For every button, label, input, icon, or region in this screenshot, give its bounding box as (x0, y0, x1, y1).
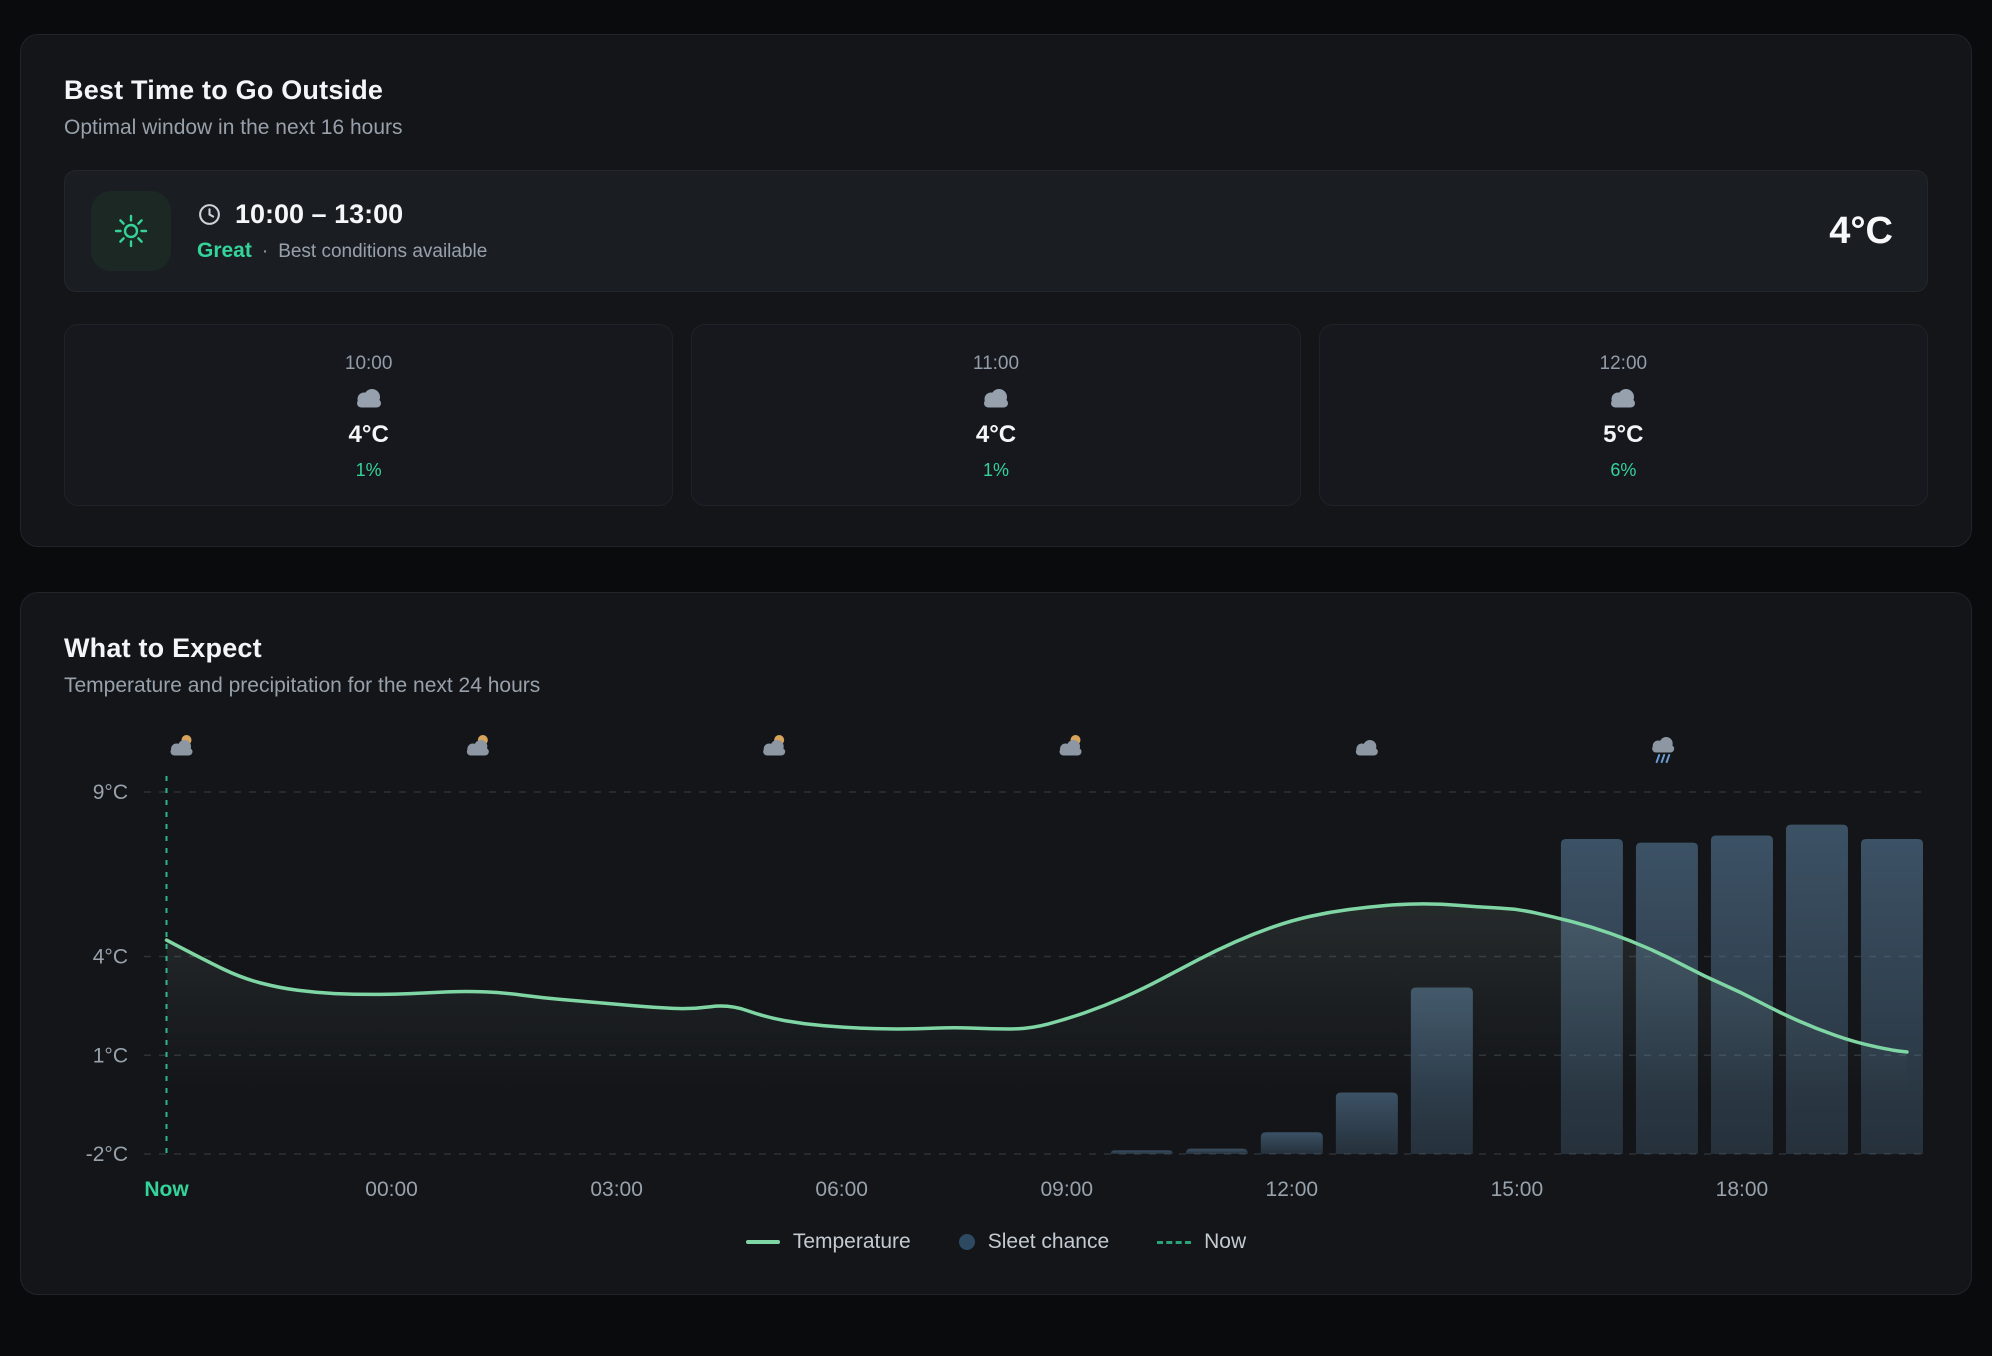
weather-dashboard: Best Time to Go Outside Optimal window i… (20, 34, 1972, 1295)
cloudy-night-icon (1059, 735, 1082, 756)
rain-icon (1652, 737, 1675, 763)
window-separator: · (261, 241, 269, 262)
best-window-info: 10:00 – 13:00 Great · Best conditions av… (197, 199, 1803, 263)
legend-temperature-label: Temperature (792, 1230, 911, 1253)
best-window-panel: 10:00 – 13:00 Great · Best conditions av… (64, 170, 1928, 292)
cloud-icon (356, 389, 381, 408)
legend-now: Now (1157, 1230, 1246, 1254)
hour-temp: 4°C (975, 421, 1017, 448)
legend-sleet: Sleet chance (958, 1230, 1110, 1254)
temperature-area (166, 903, 1907, 1154)
legend-dot-swatch (958, 1234, 975, 1250)
hour-time: 10:00 (344, 353, 393, 374)
cloudy-night-icon (763, 735, 786, 756)
legend-now-label: Now (1204, 1230, 1247, 1253)
cloudy-night-icon (466, 735, 489, 756)
window-note: Best conditions available (278, 241, 488, 262)
hour-card: 11:00 4°C 1% (691, 324, 1301, 506)
cloudy-icon (1355, 740, 1378, 756)
forecast-chart[interactable]: 9°C 4°C 1°C -2°C Now 00:00 03:00 06:00 09:00 12:0… (64, 724, 1930, 1210)
x-axis-label: 09:00 (1040, 1178, 1093, 1201)
hour-precip: 1% (982, 460, 1009, 480)
window-temperature: 4°C (1829, 209, 1893, 252)
hour-precip: 1% (355, 460, 382, 480)
x-axis-label-now: Now (144, 1178, 189, 1201)
expect-subtitle: Temperature and precipitation for the ne… (64, 674, 541, 697)
x-axis-label: 06:00 (815, 1178, 868, 1201)
legend-line-swatch (745, 1240, 780, 1244)
cloud-icon (983, 389, 1008, 408)
hour-time: 11:00 (972, 353, 1020, 374)
clock-icon (199, 204, 220, 225)
hour-card: 10:00 4°C 1% (64, 324, 674, 506)
cloudy-night-icon (170, 735, 193, 756)
y-axis-label: -2°C (86, 1143, 128, 1166)
window-quality-badge: Great (197, 239, 252, 262)
legend-sleet-label: Sleet chance (987, 1230, 1110, 1253)
expect-title: What to Expect (64, 633, 262, 663)
hour-temp: 5°C (1603, 421, 1644, 448)
hour-precip: 6% (1610, 460, 1637, 480)
hour-cards-row: 10:00 4°C 1% 11:00 4°C (64, 324, 1928, 506)
best-time-card: Best Time to Go Outside Optimal window i… (20, 34, 1972, 547)
hour-time: 12:00 (1599, 353, 1648, 374)
hour-card: 12:00 5°C 6% (1318, 324, 1928, 506)
x-axis-label: 18:00 (1716, 1178, 1769, 1201)
window-time-range: 10:00 – 13:00 (235, 199, 404, 229)
best-time-title: Best Time to Go Outside (64, 75, 384, 105)
chart-legend: Temperature Sleet chance Now (64, 1230, 1928, 1254)
legend-temperature: Temperature (745, 1230, 911, 1254)
temperature-line (164, 902, 1909, 1054)
sun-icon (114, 214, 148, 248)
x-axis-label: 00:00 (365, 1178, 418, 1201)
y-axis-label: 4°C (93, 946, 128, 969)
x-axis-label: 03:00 (590, 1178, 643, 1201)
what-to-expect-card: What to Expect Temperature and precipita… (20, 592, 1972, 1295)
x-axis-label: 12:00 (1266, 1178, 1319, 1201)
cloud-icon (1611, 389, 1636, 408)
best-time-subtitle: Optimal window in the next 16 hours (64, 116, 403, 139)
sun-tile (91, 191, 171, 271)
x-axis-label: 15:00 (1491, 1178, 1544, 1201)
hour-temp: 4°C (348, 421, 389, 448)
y-axis-label: 1°C (93, 1044, 128, 1067)
legend-dash-swatch (1157, 1240, 1192, 1244)
y-axis-label: 9°C (93, 781, 128, 804)
